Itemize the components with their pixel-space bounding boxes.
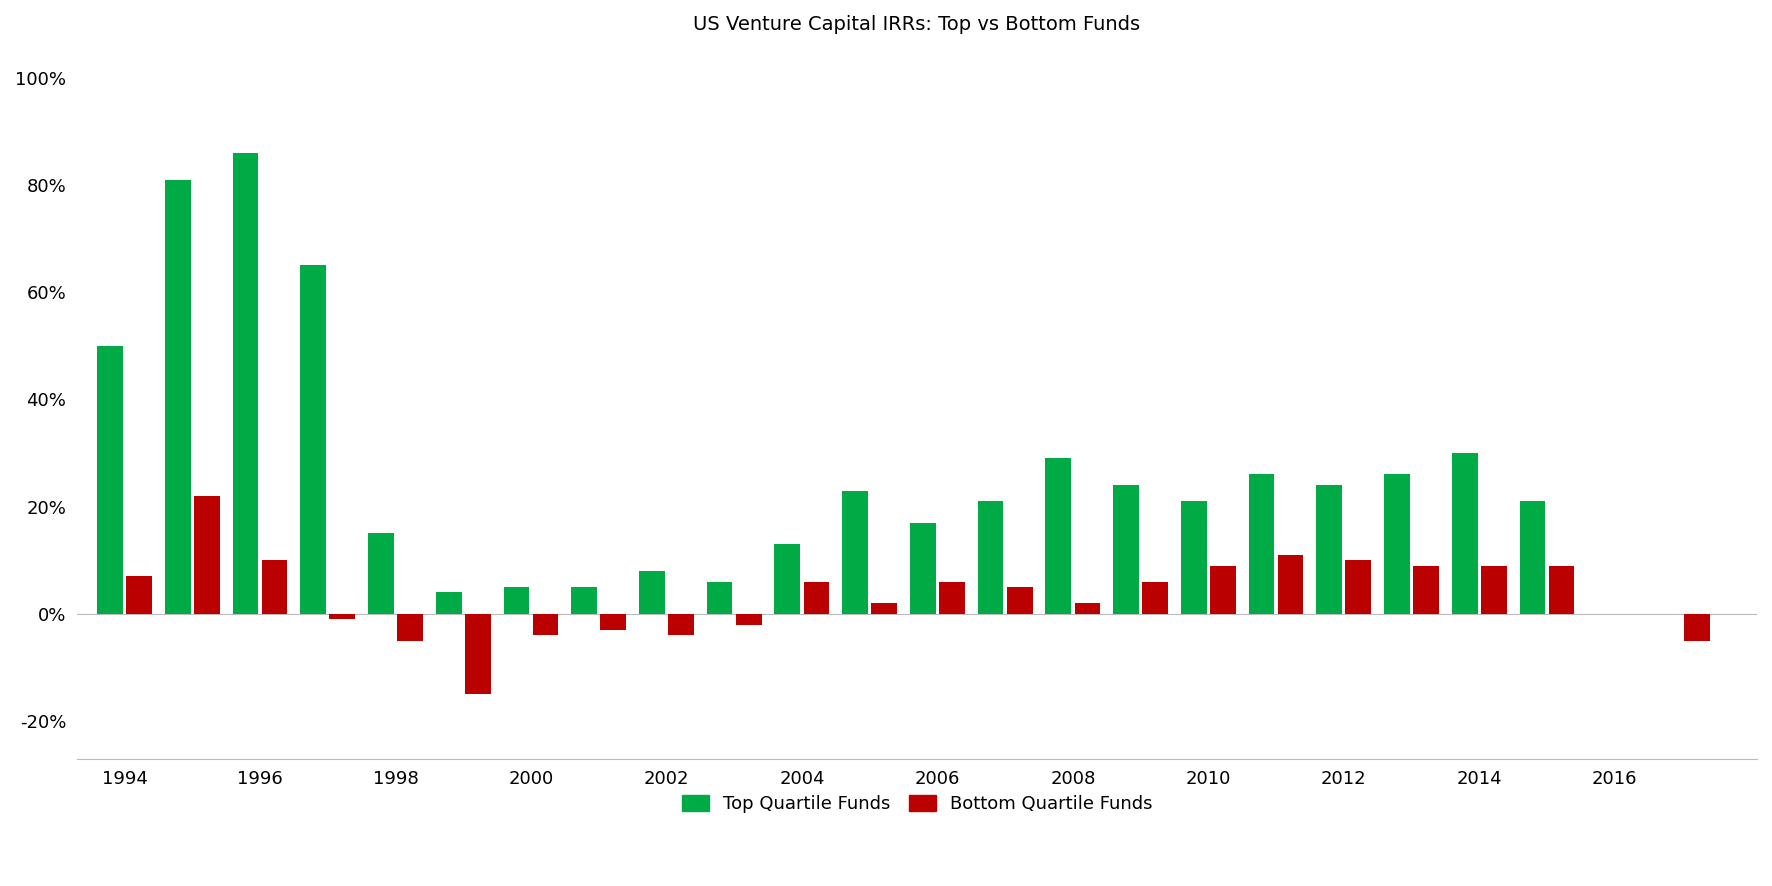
Bar (1278, 555, 1304, 614)
Bar (1414, 565, 1439, 614)
Bar (369, 533, 393, 614)
Bar (707, 582, 732, 614)
Bar (640, 571, 664, 614)
Bar (571, 587, 597, 614)
Bar (1549, 565, 1575, 614)
Bar (1074, 603, 1100, 614)
Bar (1045, 458, 1070, 614)
Bar (872, 603, 897, 614)
Bar (193, 496, 220, 614)
Bar (299, 265, 326, 614)
Legend: Top Quartile Funds, Bottom Quartile Funds: Top Quartile Funds, Bottom Quartile Fund… (675, 788, 1159, 820)
Bar (1210, 565, 1235, 614)
Bar (1143, 582, 1168, 614)
Bar (1451, 453, 1478, 614)
Bar (1481, 565, 1506, 614)
Bar (1520, 501, 1545, 614)
Bar (1683, 614, 1710, 641)
Bar (939, 582, 964, 614)
Bar (1345, 560, 1372, 614)
Bar (774, 544, 801, 614)
Bar (1317, 486, 1341, 614)
Bar (232, 152, 259, 614)
Bar (978, 501, 1003, 614)
Bar (436, 593, 461, 614)
Bar (735, 614, 762, 625)
Bar (464, 614, 491, 695)
Bar (165, 180, 191, 614)
Bar (911, 523, 936, 614)
Bar (601, 614, 626, 630)
Bar (668, 614, 695, 635)
Bar (803, 582, 829, 614)
Bar (533, 614, 558, 635)
Bar (330, 614, 354, 619)
Bar (97, 346, 122, 614)
Bar (842, 491, 868, 614)
Bar (1006, 587, 1033, 614)
Bar (397, 614, 424, 641)
Bar (1180, 501, 1207, 614)
Title: US Venture Capital IRRs: Top vs Bottom Funds: US Venture Capital IRRs: Top vs Bottom F… (693, 15, 1141, 34)
Bar (126, 576, 152, 614)
Bar (503, 587, 530, 614)
Bar (1384, 474, 1411, 614)
Bar (262, 560, 287, 614)
Bar (1249, 474, 1274, 614)
Bar (1113, 486, 1139, 614)
